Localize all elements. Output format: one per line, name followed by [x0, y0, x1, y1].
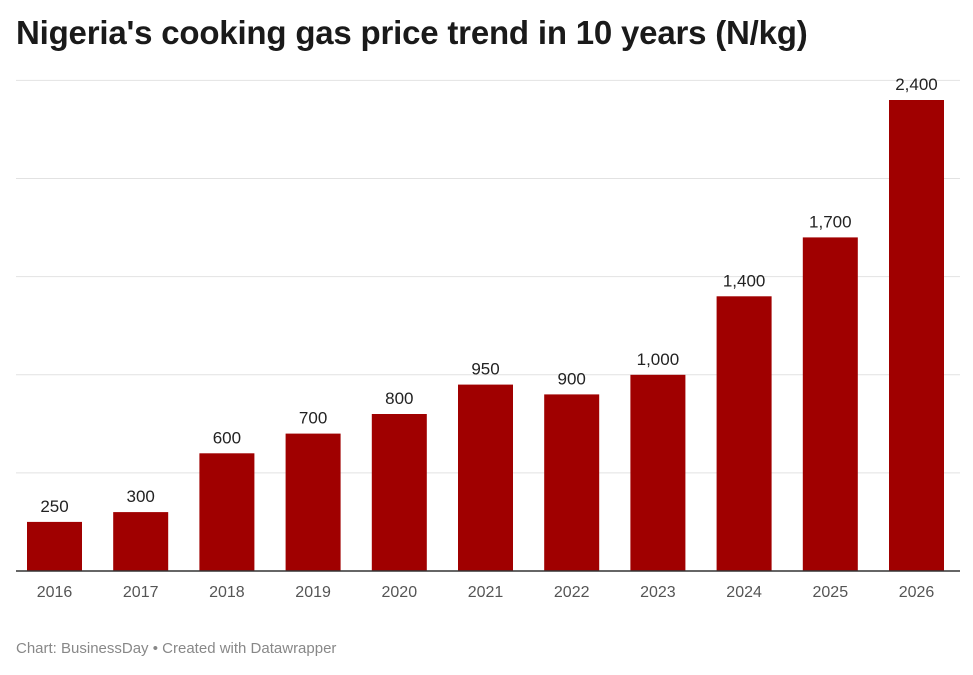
bar [285, 433, 341, 571]
bar [802, 237, 858, 571]
x-tick-label: 2017 [123, 584, 159, 601]
bar-value-label: 900 [558, 369, 586, 388]
x-tick-label: 2022 [554, 584, 590, 601]
bar [544, 394, 600, 571]
footer-separator: • [152, 640, 158, 657]
bar-value-label: 1,700 [809, 212, 852, 231]
bar-value-label: 700 [299, 409, 327, 428]
bar [371, 414, 427, 571]
bar-value-label: 2,400 [895, 75, 938, 94]
bar-value-label: 950 [471, 360, 499, 379]
x-tick-label: 2016 [37, 584, 73, 601]
x-tick-label: 2020 [382, 584, 418, 601]
x-tick-label: 2021 [468, 584, 504, 601]
bars [27, 100, 944, 572]
bar [458, 384, 513, 571]
bar-value-label: 250 [40, 497, 68, 516]
x-tick-label: 2018 [209, 584, 245, 601]
chart-footer: Chart: BusinessDay • Created with Datawr… [16, 640, 336, 657]
x-tick-label: 2023 [640, 584, 676, 601]
gridlines [16, 79, 960, 474]
chart-title: Nigeria's cooking gas price trend in 10 … [16, 14, 808, 51]
bar [199, 453, 255, 572]
bar [113, 512, 169, 571]
x-axis-ticks: 2016 2017 2018 2019 2020 2021 2022 2023 2024 2025… [37, 584, 935, 601]
bar-value-label: 300 [127, 487, 155, 506]
bar [27, 521, 82, 571]
bar [630, 374, 686, 572]
footer-source: Chart: BusinessDay [16, 640, 149, 657]
bar [889, 100, 944, 571]
bar-value-label: 600 [213, 428, 241, 447]
bar-value-label: 800 [385, 389, 413, 408]
footer-credit: Created with Datawrapper [162, 640, 337, 657]
bar-value-label: 1,400 [723, 271, 766, 290]
x-tick-label: 2019 [295, 584, 331, 601]
x-tick-label: 2025 [813, 584, 849, 601]
x-tick-label: 2024 [726, 584, 762, 601]
bar [716, 296, 772, 572]
value-labels: 250 300 600 700 800 950 900 1,000 1,400 1,700 2,40… [40, 75, 937, 516]
bar-value-label: 1,000 [637, 350, 680, 369]
x-tick-label: 2026 [899, 584, 935, 601]
